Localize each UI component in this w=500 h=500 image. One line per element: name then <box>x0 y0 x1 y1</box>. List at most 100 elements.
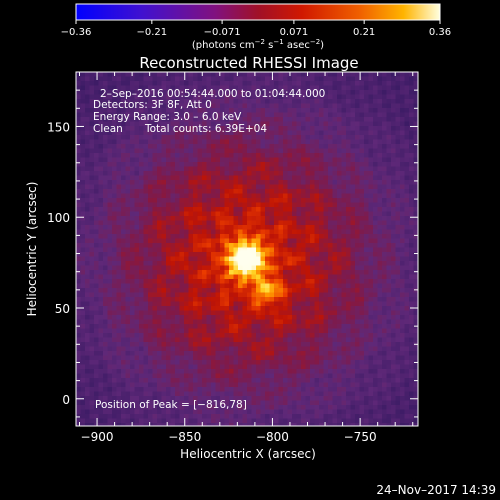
heatmap-cell <box>332 108 338 113</box>
heatmap-cell <box>404 265 410 271</box>
heatmap-cell <box>314 216 320 221</box>
heatmap-cell <box>292 207 297 212</box>
heatmap-cell <box>148 288 153 293</box>
heatmap-cell <box>202 324 207 329</box>
heatmap-cell <box>175 121 180 127</box>
heatmap-cell <box>139 162 144 167</box>
heatmap-cell <box>391 306 396 311</box>
heatmap-cell <box>260 225 266 230</box>
heatmap-cell <box>112 148 117 154</box>
heatmap-cell <box>251 157 257 163</box>
heatmap-cell <box>202 252 207 257</box>
heatmap-cell <box>355 135 360 140</box>
heatmap-cell <box>215 81 221 86</box>
heatmap-cell <box>206 333 212 338</box>
heatmap-cell <box>166 238 171 244</box>
heatmap-cell <box>224 211 230 217</box>
heatmap-cell <box>350 301 356 307</box>
heatmap-cell <box>94 315 99 320</box>
heatmap-cell <box>409 202 414 208</box>
heatmap-cell <box>143 189 149 194</box>
heatmap-cell <box>364 153 369 158</box>
heatmap-cell <box>184 355 189 361</box>
heatmap-cell <box>206 265 212 271</box>
heatmap-cell <box>206 360 212 365</box>
heatmap-cell <box>224 315 230 320</box>
heatmap-cell <box>377 252 383 257</box>
heatmap-cell <box>359 85 365 91</box>
heatmap-cell <box>197 306 203 311</box>
heatmap-cell <box>107 333 113 338</box>
heatmap-cell <box>274 274 279 280</box>
heatmap-cell <box>355 346 360 352</box>
heatmap-cell <box>260 193 266 199</box>
heatmap-cell <box>89 81 95 86</box>
heatmap-cell <box>103 301 108 307</box>
heatmap-cell <box>364 90 369 95</box>
heatmap-cell <box>148 207 153 212</box>
heatmap-cell <box>143 76 149 82</box>
heatmap-cell <box>206 306 212 311</box>
heatmap-cell <box>188 153 194 158</box>
heatmap-cell <box>188 175 194 181</box>
heatmap-cell <box>161 112 167 118</box>
heatmap-cell <box>247 342 252 347</box>
heatmap-cell <box>409 148 414 154</box>
heatmap-cell <box>116 283 122 289</box>
heatmap-cell <box>323 270 329 275</box>
heatmap-cell <box>197 189 203 194</box>
heatmap-cell <box>301 265 306 271</box>
heatmap-cell <box>319 198 324 203</box>
heatmap-cell <box>125 360 131 365</box>
heatmap-cell <box>251 117 257 122</box>
heatmap-cell <box>305 292 311 298</box>
heatmap-cell <box>98 265 104 271</box>
heatmap-cell <box>251 90 257 95</box>
heatmap-cell <box>211 292 216 298</box>
heatmap-cell <box>89 85 95 91</box>
heatmap-cell <box>98 184 104 190</box>
heatmap-cell <box>346 310 351 316</box>
heatmap-cell <box>400 162 405 167</box>
heatmap-cell <box>148 238 153 244</box>
heatmap-cell <box>148 139 153 145</box>
heatmap-cell <box>188 184 194 190</box>
heatmap-cell <box>251 207 257 212</box>
heatmap-cell <box>373 333 378 338</box>
heatmap-cell <box>238 360 243 365</box>
heatmap-cell <box>220 360 225 365</box>
heatmap-cell <box>287 144 293 149</box>
heatmap-cell <box>355 139 360 145</box>
heatmap-cell <box>400 112 405 118</box>
heatmap-cell <box>157 247 162 253</box>
heatmap-cell <box>301 148 306 154</box>
heatmap-cell <box>274 234 279 239</box>
heatmap-cell <box>157 126 162 131</box>
heatmap-cell <box>238 315 243 320</box>
heatmap-cell <box>125 135 131 140</box>
heatmap-cell <box>148 76 153 82</box>
heatmap-cell <box>197 81 203 86</box>
heatmap-cell <box>251 85 257 91</box>
heatmap-cell <box>247 234 252 239</box>
heatmap-cell <box>89 90 95 95</box>
heatmap-cell <box>211 342 216 347</box>
heatmap-cell <box>148 171 153 176</box>
heatmap-cell <box>409 121 414 127</box>
heatmap-cell <box>143 130 149 136</box>
heatmap-cell <box>355 166 360 172</box>
heatmap-cell <box>346 189 351 194</box>
heatmap-cell <box>116 94 122 100</box>
heatmap-cell <box>206 211 212 217</box>
heatmap-cell <box>211 364 216 370</box>
heatmap-cell <box>328 175 333 181</box>
heatmap-cell <box>404 283 410 289</box>
heatmap-cell <box>211 261 216 266</box>
heatmap-cell <box>103 274 108 280</box>
heatmap-cell <box>391 319 396 325</box>
heatmap-cell <box>215 180 221 185</box>
heatmap-cell <box>89 247 95 253</box>
heatmap-cell <box>319 130 324 136</box>
heatmap-cell <box>80 117 86 122</box>
heatmap-cell <box>197 238 203 244</box>
